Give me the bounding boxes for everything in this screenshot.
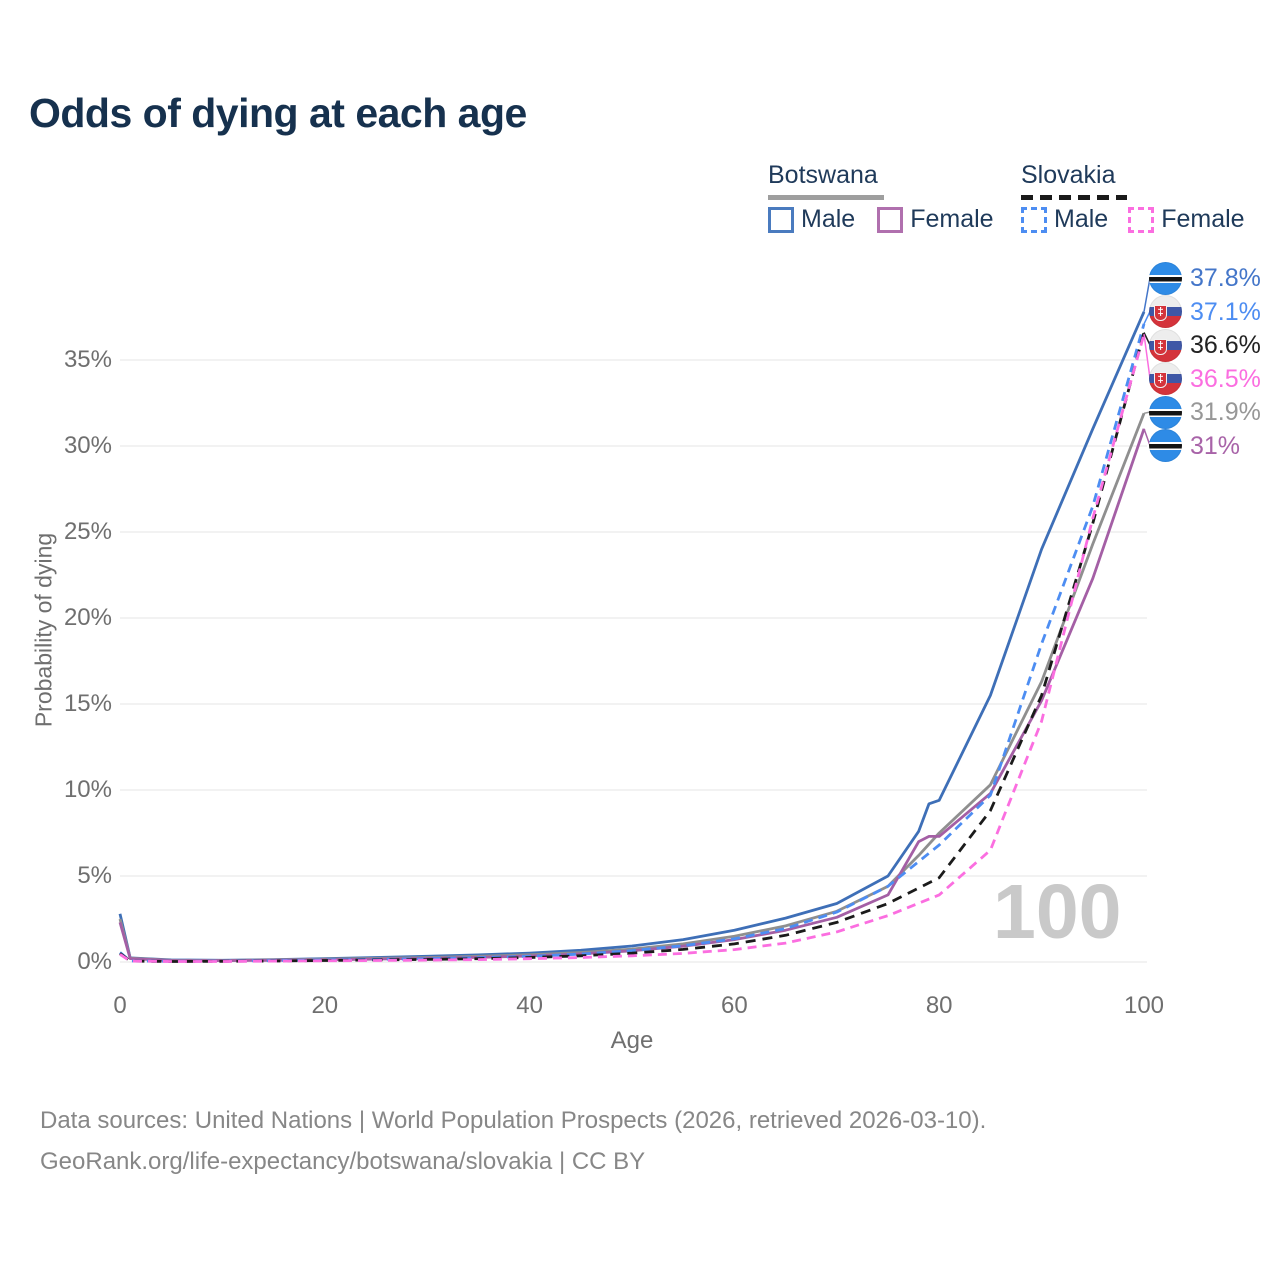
slovakia-emblem-icon: ‡	[1154, 338, 1167, 355]
series-line-slovakia-both	[119, 332, 1146, 963]
slovakia-female-swatch-icon	[1128, 206, 1155, 233]
x-tick-label: 0	[113, 992, 127, 1019]
legend-group-botswana: Botswana	[768, 161, 884, 200]
legend-botswana-line-sample	[768, 195, 884, 200]
y-tick-label: 10%	[63, 776, 112, 803]
y-tick-label: 20%	[63, 604, 112, 631]
slovakia-flag-icon: ‡	[1149, 328, 1182, 362]
botswana-male-swatch-icon	[768, 206, 794, 233]
y-tick-label: 25%	[63, 518, 112, 545]
x-tick-label: 100	[1123, 992, 1165, 1019]
y-tick-label: 5%	[77, 862, 112, 889]
legend-slovakia-line-sample	[1021, 195, 1127, 200]
chart-title: Odds of dying at each age	[29, 90, 527, 136]
end-label-value: 31%	[1190, 431, 1241, 460]
end-label-value: 31.9%	[1190, 398, 1261, 426]
end-label-value: 37.8%	[1190, 264, 1261, 292]
slovakia-flag-icon: ‡	[1149, 362, 1182, 395]
x-tick-label: 80	[925, 992, 953, 1019]
y-tick-label: 15%	[63, 690, 112, 717]
botswana-female-swatch-icon	[877, 206, 904, 233]
legend-botswana-female-label: Female	[910, 205, 994, 233]
x-tick-label: 20	[311, 992, 339, 1019]
end-label-value: 37.1%	[1190, 297, 1261, 326]
y-tick-label: 0%	[77, 948, 112, 975]
legend-group-slovakia: Slovakia	[1021, 161, 1127, 200]
botswana-flag-icon	[1149, 261, 1182, 295]
end-label-value: 36.6%	[1190, 331, 1261, 359]
slovakia-flag-icon: ‡	[1149, 295, 1182, 328]
slovakia-male-swatch-icon	[1021, 206, 1047, 233]
x-tick-label: 40	[516, 992, 543, 1019]
footer-data-sources: Data sources: United Nations | World Pop…	[40, 1107, 987, 1134]
slovakia-emblem-icon: ‡	[1154, 305, 1167, 321]
legend-botswana-male-label: Male	[801, 205, 856, 233]
y-tick-label: 35%	[63, 346, 112, 373]
legend-slovakia-items: Male Female	[1021, 205, 1245, 234]
x-axis-title: Age	[610, 1027, 654, 1054]
age-counter-watermark: 100	[993, 869, 1122, 955]
x-tick-label: 60	[721, 992, 748, 1019]
y-tick-label: 30%	[63, 432, 112, 459]
legend-item-botswana-female[interactable]: Female	[877, 205, 994, 234]
slovakia-emblem-icon: ‡	[1154, 372, 1167, 388]
legend-slovakia-female-label: Female	[1161, 205, 1245, 233]
series-line-slovakia-female	[119, 333, 1146, 963]
footer-attribution: GeoRank.org/life-expectancy/botswana/slo…	[40, 1148, 646, 1175]
legend-botswana-title: Botswana	[768, 161, 878, 189]
legend-slovakia-male-label: Male	[1054, 205, 1109, 233]
legend-item-botswana-male[interactable]: Male	[768, 205, 855, 234]
legend-slovakia-title: Slovakia	[1021, 161, 1116, 189]
botswana-flag-icon	[1149, 395, 1182, 429]
legend-botswana-items: Male Female	[768, 205, 994, 234]
end-label-value: 36.5%	[1190, 364, 1261, 393]
botswana-flag-icon	[1149, 429, 1182, 462]
legend-item-slovakia-female[interactable]: Female	[1128, 205, 1245, 234]
legend-item-slovakia-male[interactable]: Male	[1021, 205, 1108, 234]
y-axis-title: Probability of dying	[30, 532, 57, 728]
